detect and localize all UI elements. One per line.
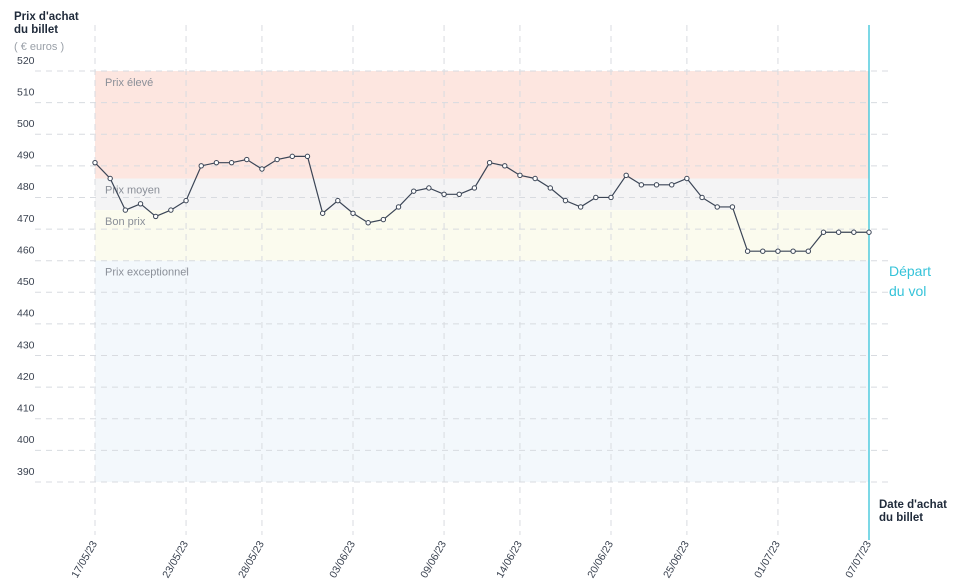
price-band bbox=[95, 71, 869, 179]
y-tick-label: 500 bbox=[17, 118, 35, 130]
price-point bbox=[638, 182, 645, 188]
price-point bbox=[335, 197, 341, 204]
y-tick-label: 490 bbox=[17, 150, 35, 162]
price-band bbox=[95, 210, 869, 261]
price-point bbox=[790, 248, 796, 254]
price-point bbox=[562, 197, 569, 204]
price-point bbox=[577, 204, 584, 210]
y-tick-label: 420 bbox=[17, 371, 35, 383]
price-point bbox=[669, 182, 675, 188]
y-tick-label: 470 bbox=[17, 213, 35, 225]
price-point bbox=[699, 194, 705, 201]
price-point bbox=[729, 204, 736, 210]
x-tick-label: 03/06/23 bbox=[327, 539, 358, 581]
x-tick-label: 17/05/23 bbox=[69, 539, 100, 581]
price-point bbox=[168, 207, 174, 213]
x-tick-label: 25/06/23 bbox=[661, 539, 692, 581]
price-point bbox=[183, 197, 189, 204]
x-tick-label: 23/05/23 bbox=[160, 539, 191, 581]
y-tick-label: 510 bbox=[17, 86, 35, 98]
y-tick-label: 390 bbox=[17, 466, 35, 478]
y-axis-unit: ( € euros ) bbox=[14, 41, 65, 53]
x-tick-label: 09/06/23 bbox=[418, 539, 449, 581]
price-point bbox=[365, 220, 371, 226]
price-point bbox=[547, 185, 553, 191]
price-point bbox=[441, 191, 447, 198]
price-line bbox=[94, 155, 869, 252]
price-point bbox=[153, 213, 159, 220]
price-point bbox=[593, 194, 599, 201]
price-point bbox=[380, 216, 387, 223]
price-band bbox=[95, 178, 869, 211]
price-point bbox=[760, 248, 766, 254]
price-point bbox=[274, 156, 280, 163]
price-point bbox=[805, 248, 811, 254]
price-point bbox=[426, 185, 432, 191]
price-point bbox=[517, 172, 523, 179]
price-point bbox=[775, 248, 781, 254]
x-tick-label: 28/05/23 bbox=[236, 539, 267, 581]
y-tick-label: 520 bbox=[17, 55, 35, 67]
y-tick-label: 450 bbox=[17, 276, 35, 288]
price-point bbox=[395, 204, 402, 210]
price-band bbox=[95, 260, 869, 482]
price-point bbox=[92, 159, 98, 166]
price-point bbox=[532, 175, 538, 182]
x-tick-label: 20/06/23 bbox=[585, 539, 616, 581]
price-point bbox=[653, 182, 660, 188]
price-point bbox=[198, 163, 204, 169]
price-point bbox=[486, 159, 493, 166]
price-point bbox=[744, 248, 751, 254]
price-point bbox=[289, 153, 295, 160]
band-label: Bon prix bbox=[105, 216, 146, 228]
band-label: Prix exceptionnel bbox=[105, 267, 189, 279]
band-label: Prix élevé bbox=[105, 77, 153, 89]
x-tick-label: 01/07/23 bbox=[752, 539, 783, 581]
price-point bbox=[259, 166, 265, 172]
departure-label: Départ du vol bbox=[889, 263, 932, 299]
price-point bbox=[835, 229, 842, 235]
price-point bbox=[228, 159, 235, 166]
x-axis-title: Date d'achat du billet bbox=[879, 499, 947, 524]
price-point bbox=[107, 175, 113, 182]
price-point bbox=[411, 188, 417, 194]
price-point bbox=[471, 185, 478, 191]
price-point bbox=[502, 163, 508, 169]
band-label: Prix moyen bbox=[105, 184, 160, 196]
price-point bbox=[820, 229, 827, 235]
price-point bbox=[319, 210, 326, 216]
price-point bbox=[684, 175, 690, 182]
y-tick-label: 440 bbox=[17, 308, 35, 320]
x-tick-label: 14/06/23 bbox=[494, 539, 525, 581]
y-tick-label: 460 bbox=[17, 244, 35, 256]
price-point bbox=[122, 207, 129, 213]
price-point bbox=[714, 204, 720, 210]
price-point bbox=[350, 210, 356, 216]
price-point bbox=[304, 153, 311, 160]
y-tick-label: 480 bbox=[17, 181, 35, 193]
y-tick-label: 400 bbox=[17, 434, 35, 446]
price-point bbox=[866, 229, 872, 235]
price-point bbox=[623, 172, 629, 179]
x-tick-label: 07/07/23 bbox=[843, 539, 874, 581]
price-point bbox=[608, 194, 614, 201]
y-tick-label: 410 bbox=[17, 403, 35, 415]
y-axis-title: Prix d'achat du billet bbox=[14, 11, 79, 36]
price-point bbox=[137, 201, 144, 207]
price-point bbox=[851, 229, 857, 235]
price-point bbox=[244, 156, 250, 163]
price-point bbox=[213, 159, 220, 166]
price-point bbox=[456, 191, 462, 198]
y-tick-label: 430 bbox=[17, 339, 35, 351]
